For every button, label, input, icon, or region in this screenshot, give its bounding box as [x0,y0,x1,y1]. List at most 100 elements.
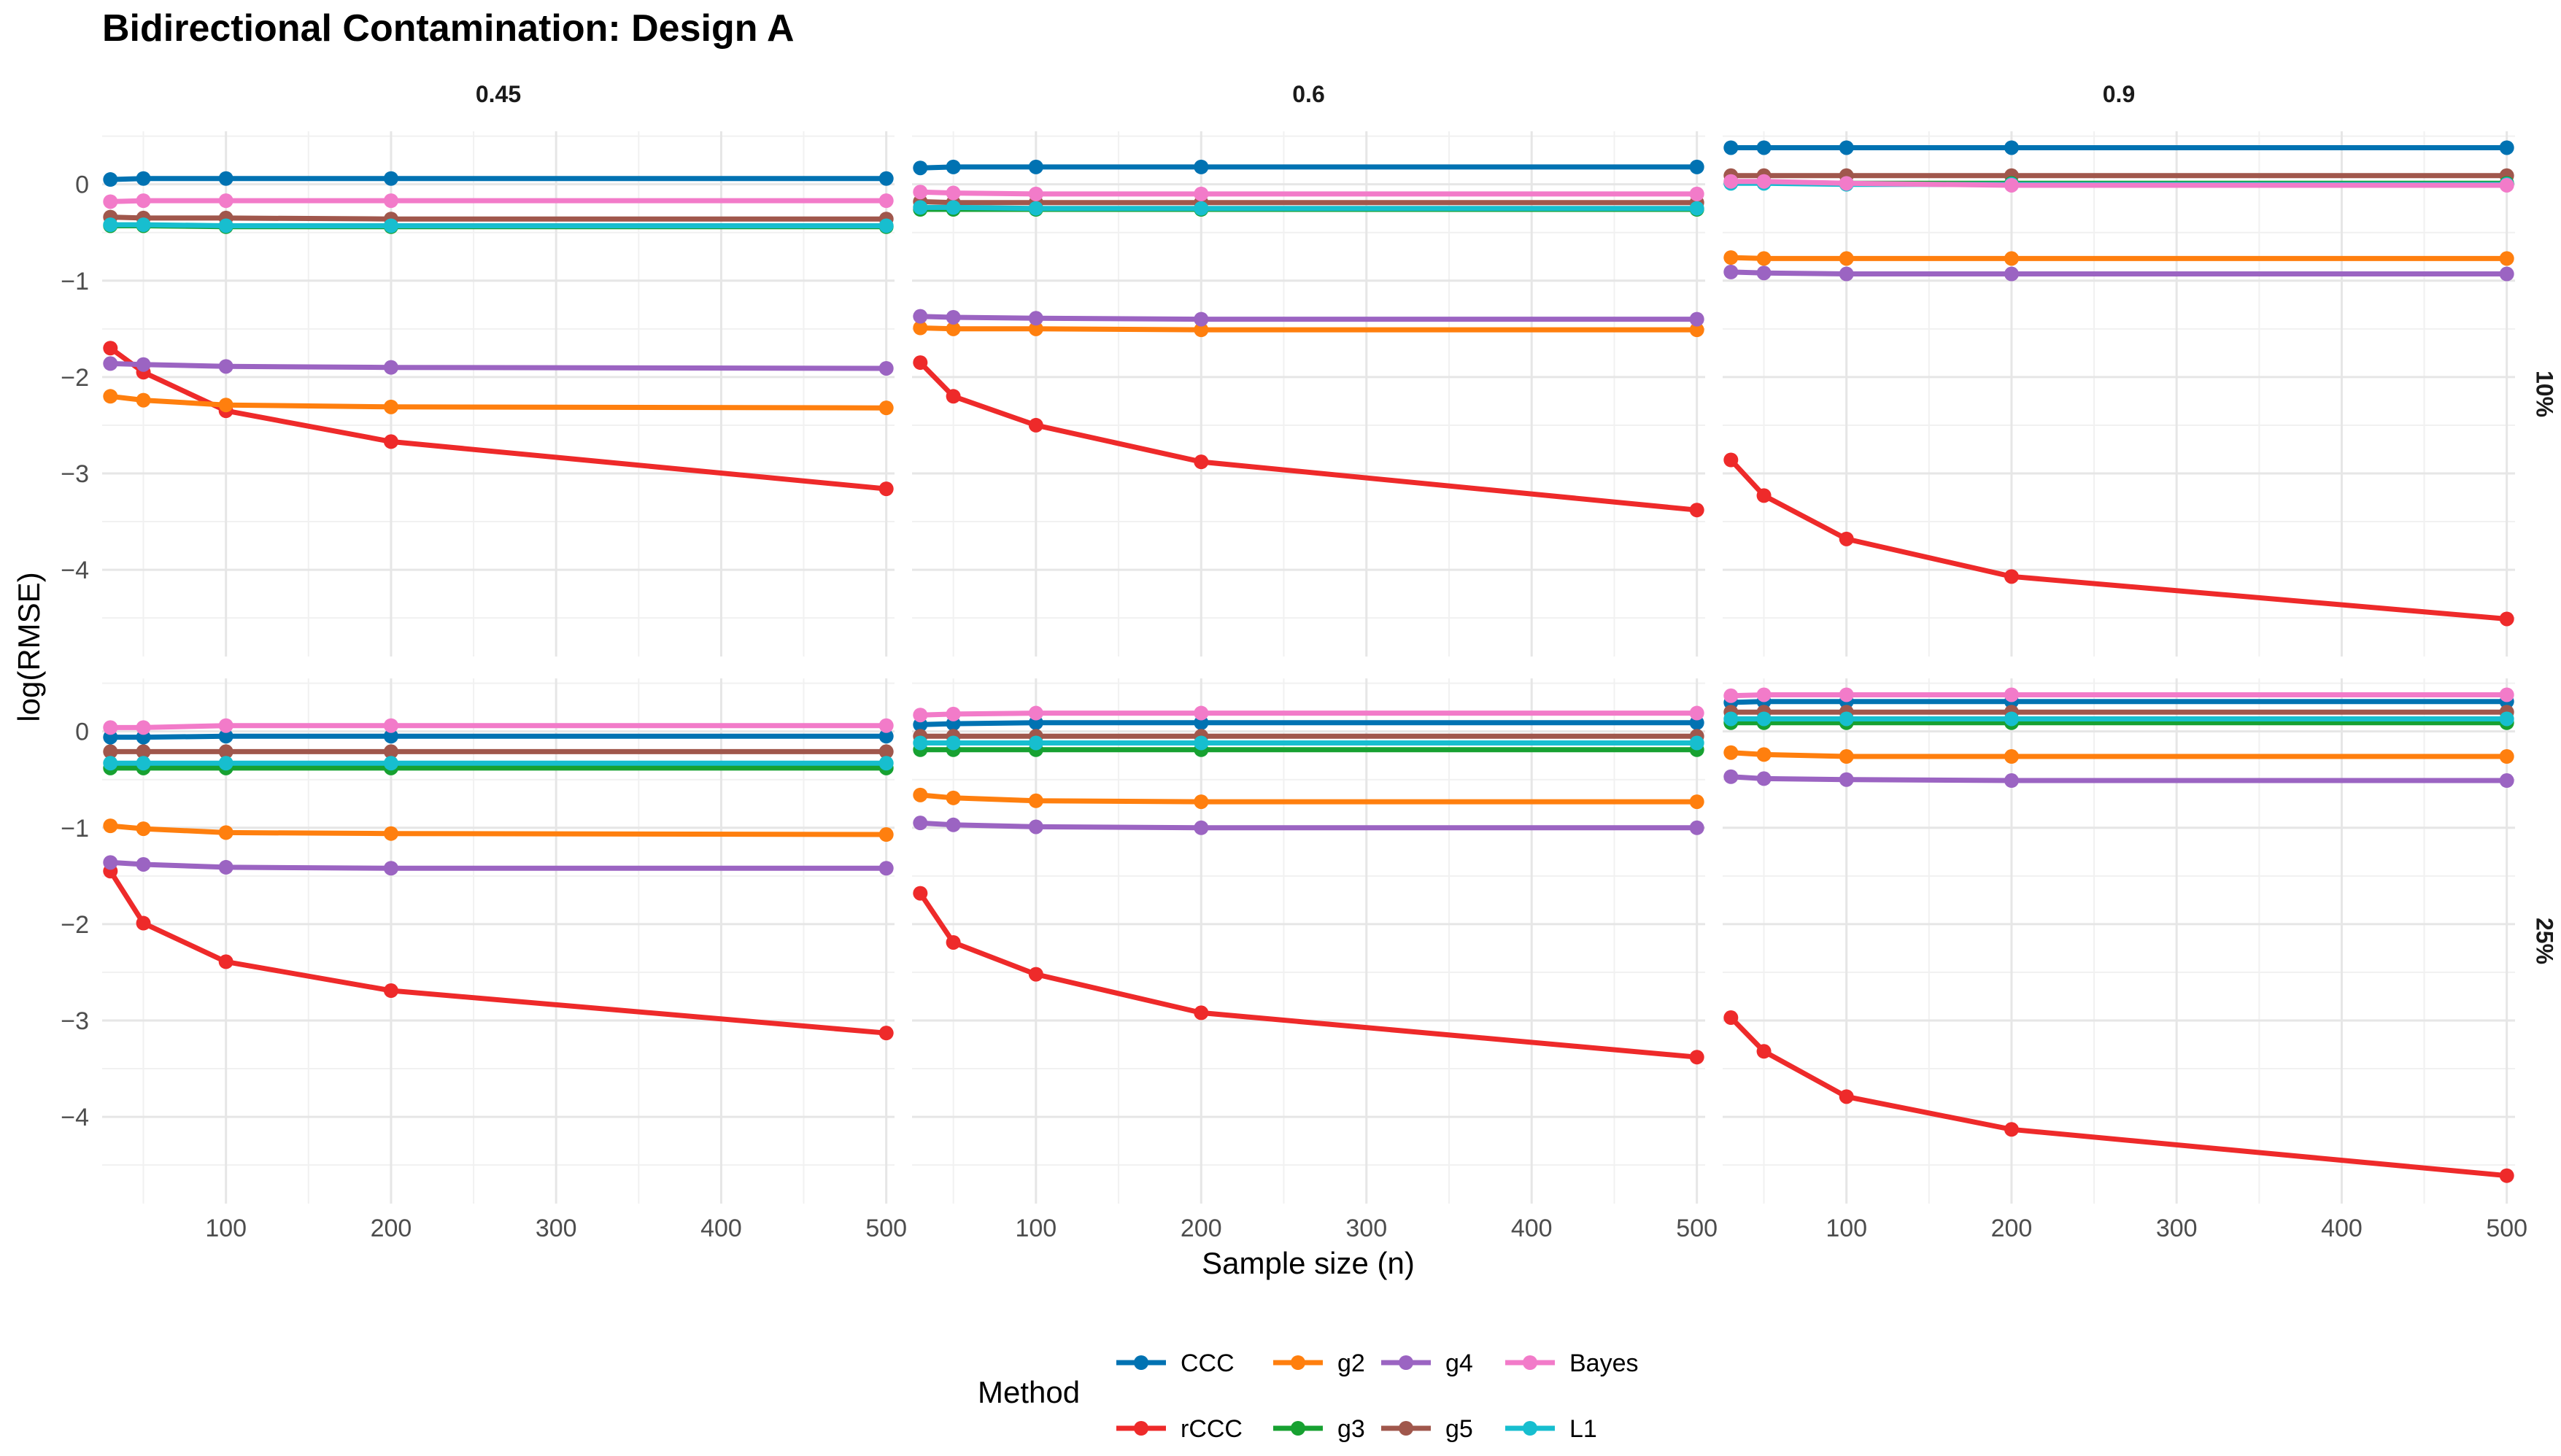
legend-item-g2: g2 [1273,1349,1365,1377]
data-point-Bayes [878,718,894,733]
data-point-Bayes [878,193,894,209]
data-point-L1 [1689,735,1704,751]
legend-key-point [1134,1355,1148,1370]
data-point-Bayes [1756,687,1772,702]
data-point-g4 [1839,772,1854,787]
data-point-g2 [136,392,151,408]
data-point-L1 [383,756,398,771]
data-point-g4 [1756,771,1772,786]
y-tick-label: −2 [61,364,89,392]
data-point-Bayes [136,193,151,209]
data-point-Bayes [1689,705,1704,721]
x-tick-label: 400 [1511,1215,1553,1242]
data-point-g2 [218,398,233,413]
data-point-CCC [383,729,398,744]
legend-key-point [1523,1355,1537,1370]
data-point-rCCC [1689,503,1704,518]
y-tick-label: −1 [61,815,89,843]
data-point-Bayes [946,185,961,201]
data-point-g2 [913,320,928,336]
data-point-g4 [1689,311,1704,327]
data-point-g2 [1194,794,1209,810]
x-tick-label: 200 [371,1215,412,1242]
data-point-L1 [136,217,151,233]
data-point-g4 [1689,820,1704,835]
legend-label: L1 [1569,1415,1597,1443]
y-tick-label: 0 [75,171,89,199]
data-point-g2 [878,400,894,416]
legend-item-g3: g3 [1273,1415,1365,1443]
x-tick-label: 200 [1181,1215,1222,1242]
data-point-g2 [1839,251,1854,266]
data-point-CCC [136,171,151,186]
data-point-rCCC [136,915,151,931]
data-point-Bayes [1689,186,1704,201]
data-point-Bayes [2004,687,2019,702]
y-tick-label: 0 [75,719,89,746]
data-point-g2 [1756,747,1772,762]
data-point-rCCC [878,481,894,497]
data-point-g4 [1723,769,1739,784]
data-point-g2 [2499,251,2514,266]
data-point-g2 [2004,749,2019,764]
data-point-g4 [913,816,928,831]
data-point-g2 [218,825,233,840]
data-point-Bayes [913,708,928,723]
data-point-rCCC [383,434,398,449]
data-point-g5 [103,744,118,759]
x-tick-label: 300 [1345,1215,1387,1242]
data-point-rCCC [218,954,233,969]
data-point-g2 [878,827,894,843]
data-point-Bayes [136,720,151,735]
data-point-g4 [136,357,151,372]
panel-0.9-25%: 25% 100 200 300 400 500 [1723,678,2558,1242]
data-point-Bayes [1194,186,1209,201]
data-point-CCC [2004,140,2019,155]
x-tick-label: 500 [1676,1215,1718,1242]
data-point-rCCC [2004,1122,2019,1137]
data-point-g4 [2004,773,2019,789]
data-point-CCC [103,172,118,187]
data-point-Bayes [1194,705,1209,721]
x-tick-label: 100 [205,1215,247,1242]
data-point-g4 [383,360,398,375]
data-point-L1 [878,756,894,771]
legend-key-point [1291,1355,1305,1370]
data-point-rCCC [1194,1005,1209,1021]
data-point-CCC [946,159,961,174]
data-point-g4 [2499,266,2514,282]
data-point-CCC [1723,140,1739,155]
data-point-g2 [946,321,961,336]
data-point-CCC [1194,159,1209,174]
facet-column-label: 0.45 [476,81,521,107]
data-point-Bayes [1839,687,1854,702]
data-point-g4 [946,817,961,832]
data-point-g2 [383,826,398,841]
legend-label: g5 [1445,1415,1473,1443]
data-point-g4 [2499,773,2514,789]
data-point-L1 [383,218,398,233]
data-point-rCCC [913,886,928,901]
data-point-CCC [1028,159,1043,174]
legend-item-L1: L1 [1505,1415,1597,1443]
chart-title: Bidirectional Contamination: Design A [102,7,795,50]
legend-key-point [1523,1421,1537,1436]
data-point-rCCC [1756,488,1772,503]
data-point-g4 [913,309,928,324]
x-tick-label: 100 [1826,1215,1867,1242]
data-point-CCC [2499,140,2514,155]
data-point-L1 [913,735,928,751]
data-point-g2 [1689,794,1704,810]
legend-item-g4: g4 [1381,1349,1473,1377]
x-tick-label: 300 [536,1215,577,1242]
data-point-Bayes [1756,174,1772,189]
data-point-Bayes [2499,177,2514,193]
data-point-g4 [1194,820,1209,835]
data-point-rCCC [1689,1050,1704,1065]
legend-key-point [1134,1421,1148,1436]
data-point-Bayes [1028,186,1043,201]
data-point-g4 [1839,266,1854,282]
data-point-g4 [136,856,151,872]
data-point-L1 [2004,711,2019,727]
data-point-L1 [218,756,233,771]
